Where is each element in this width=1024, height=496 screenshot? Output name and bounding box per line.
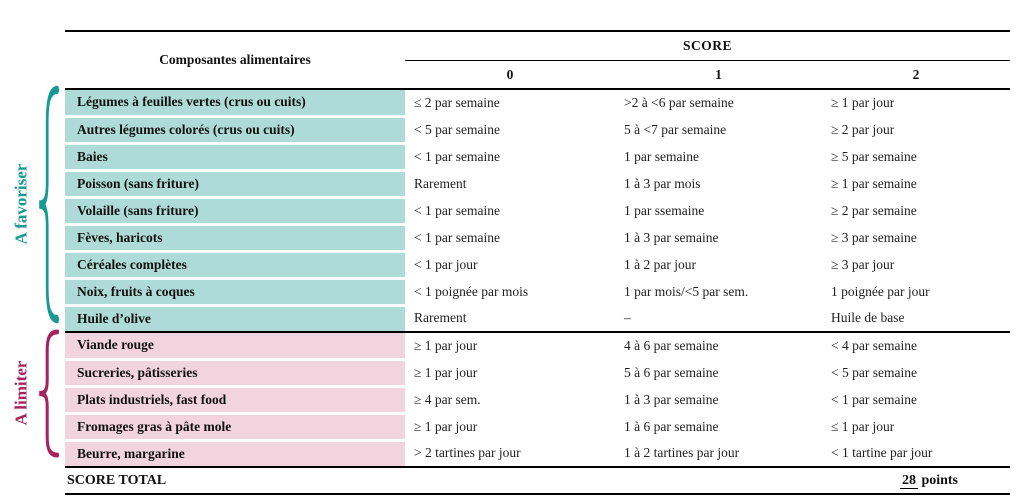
score1-cell: 1 à 2 tartines par jour — [615, 440, 822, 468]
component-label: Autres légumes colorés (crus ou cuits) — [65, 116, 405, 145]
component-label: Baies — [65, 143, 405, 172]
score2-cell: ≥ 2 par jour — [831, 121, 895, 137]
score1-cell: 1 par mois/<5 par sem. — [624, 283, 749, 299]
score0-cell: ≥ 1 par jour — [414, 338, 478, 353]
score2-cell: Huile de base — [822, 305, 1011, 333]
score2-cell: < 1 tartine par jour — [822, 440, 1011, 468]
score1-cell: 1 à 3 par semaine — [624, 391, 719, 407]
score1-cell: 5 à 6 par semaine — [624, 364, 719, 380]
total-points-number: 28 — [899, 472, 918, 489]
brace-limiter-icon — [36, 328, 60, 459]
score-col-0: 0 — [405, 60, 615, 90]
table-row: Baies < 1 par semaine 1 par semaine ≥ 5 … — [65, 143, 1010, 172]
table-row: Sucreries, pâtisseries ≥ 1 par jour 5 à … — [65, 359, 1010, 388]
component-label: Volaille (sans friture) — [65, 197, 405, 226]
score2-cell: ≥ 2 par semaine — [831, 202, 917, 218]
score-total-row: SCORE TOTAL 28 points — [65, 467, 1011, 495]
component-label: Noix, fruits à coques — [65, 278, 405, 307]
table-row: Fromages gras à pâte mole ≥ 1 par jour 1… — [65, 413, 1010, 442]
score-table-container: Composantes alimentaires SCORE 0 1 2 Lég… — [65, 30, 1011, 496]
table-row: Viande rouge ≥ 1 par jour 4 à 6 par sema… — [65, 332, 1010, 361]
component-label: Sucreries, pâtisseries — [65, 359, 405, 388]
score1-cell: 1 à 3 par mois — [624, 175, 701, 191]
score-total-label: SCORE TOTAL — [65, 467, 405, 495]
table-row: Poisson (sans friture) Rarement 1 à 3 pa… — [65, 170, 1010, 199]
score0-cell: ≥ 1 par jour — [414, 418, 478, 434]
score1-cell: 4 à 6 par semaine — [624, 338, 719, 353]
table-row: Volaille (sans friture) < 1 par semaine … — [65, 197, 1010, 226]
brace-favoriser-icon — [36, 85, 60, 324]
component-label: Céréales complètes — [65, 251, 405, 280]
score2-cell: < 4 par semaine — [831, 338, 917, 353]
score0-cell: < 1 poignée par mois — [414, 283, 529, 299]
score0-cell: < 1 par semaine — [414, 202, 500, 218]
table-row: Céréales complètes < 1 par jour 1 à 2 pa… — [65, 251, 1010, 280]
total-points-unit: points — [921, 472, 959, 488]
component-label: Beurre, margarine — [65, 440, 405, 468]
score2-cell: ≥ 3 par jour — [831, 256, 895, 272]
score-col-2: 2 — [822, 60, 1011, 90]
score-total-value: 28 points — [405, 467, 1011, 495]
score2-cell: ≥ 1 par jour — [831, 95, 895, 110]
score0-cell: ≥ 4 par sem. — [414, 391, 481, 407]
score0-cell: < 1 par semaine — [414, 148, 500, 164]
score0-cell: ≤ 2 par semaine — [414, 95, 500, 110]
table-row: Plats industriels, fast food ≥ 4 par sem… — [65, 386, 1010, 415]
table-row: Fèves, haricots < 1 par semaine 1 à 3 pa… — [65, 224, 1010, 253]
score0-cell: < 1 par jour — [414, 256, 478, 272]
group-label-limiter: A limiter — [11, 360, 31, 426]
score1-cell: 1 à 6 par semaine — [624, 418, 719, 434]
score0-cell: < 1 par semaine — [414, 229, 500, 245]
score1-cell: 1 par semaine — [624, 148, 699, 164]
component-label: Plats industriels, fast food — [65, 386, 405, 415]
score2-cell: ≥ 3 par semaine — [831, 229, 917, 245]
score1-cell: 1 par ssemaine — [624, 202, 705, 218]
score0-cell: > 2 tartines par jour — [405, 440, 615, 468]
table-row: Autres légumes colorés (crus ou cuits) <… — [65, 116, 1010, 145]
score0-cell: < 5 par semaine — [414, 121, 500, 137]
score1-cell: 1 à 3 par semaine — [624, 229, 719, 245]
score-header: SCORE — [405, 31, 1011, 61]
score0-cell: Rarement — [414, 175, 467, 191]
score1-cell: 1 à 2 par jour — [624, 256, 696, 272]
score2-cell: 1 poignée par jour — [831, 283, 930, 299]
components-header: Composantes alimentaires — [65, 31, 405, 90]
score2-cell: ≥ 1 par semaine — [831, 175, 917, 191]
component-label: Poisson (sans friture) — [65, 170, 405, 199]
score1-cell: 5 à <7 par semaine — [624, 121, 727, 137]
score2-cell: < 1 par semaine — [831, 391, 917, 407]
component-label: Viande rouge — [65, 332, 405, 361]
score2-cell: ≤ 1 par jour — [831, 418, 895, 434]
component-label: Huile d’olive — [65, 305, 405, 333]
component-label: Fromages gras à pâte mole — [65, 413, 405, 442]
table-row: Noix, fruits à coques < 1 poignée par mo… — [65, 278, 1010, 307]
diet-score-table: Composantes alimentaires SCORE 0 1 2 Lég… — [65, 30, 1011, 495]
score1-cell: – — [615, 305, 822, 333]
score2-cell: < 5 par semaine — [831, 364, 917, 380]
table-row: Huile d’olive Rarement – Huile de base — [65, 305, 1011, 333]
score1-cell: >2 à <6 par semaine — [624, 95, 734, 110]
score0-cell: Rarement — [405, 305, 615, 333]
group-label-favoriser: A favoriser — [11, 163, 31, 245]
score0-cell: ≥ 1 par jour — [414, 364, 478, 380]
table-row: Beurre, margarine > 2 tartines par jour … — [65, 440, 1011, 468]
component-label: Légumes à feuilles vertes (crus ou cuits… — [65, 89, 405, 118]
score-col-1: 1 — [615, 60, 822, 90]
table-row: Légumes à feuilles vertes (crus ou cuits… — [65, 89, 1010, 118]
score2-cell: ≥ 5 par semaine — [831, 148, 917, 164]
component-label: Fèves, haricots — [65, 224, 405, 253]
